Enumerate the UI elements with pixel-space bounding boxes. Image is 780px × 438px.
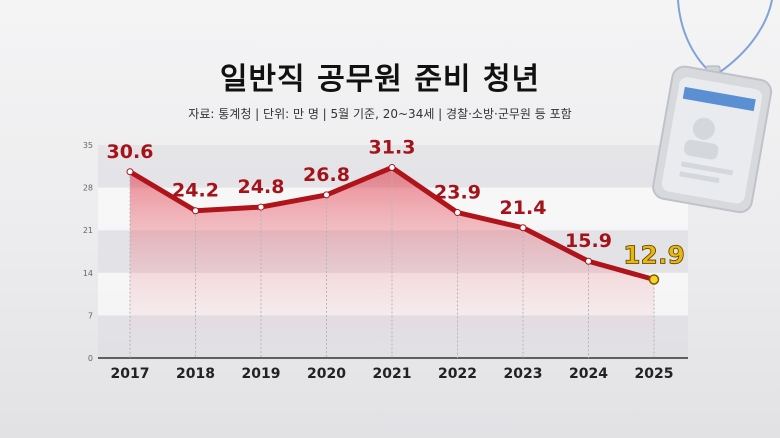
x-tick-label: 2018 — [176, 366, 215, 382]
x-tick-label: 2021 — [373, 366, 412, 382]
data-points — [126, 164, 660, 285]
data-point — [585, 257, 592, 265]
data-point — [192, 207, 199, 215]
y-tick-label: 14 — [83, 269, 93, 278]
data-label: 15.9 — [565, 230, 612, 252]
data-point — [519, 224, 527, 232]
y-tick-label: 0 — [88, 354, 93, 363]
y-tick-label: 28 — [83, 184, 93, 193]
drop-lines — [129, 167, 655, 358]
x-tick-label: 2019 — [242, 366, 281, 382]
chart-source-note: 자료: 통계청 | 단위: 만 명 | 5월 기준, 20~34세 | 경찰·소… — [188, 107, 572, 121]
data-point — [126, 168, 134, 176]
y-tick-label: 21 — [83, 226, 93, 235]
data-label: 30.6 — [107, 141, 154, 163]
data-point — [648, 274, 660, 285]
id-badge-illustration — [652, 0, 773, 214]
data-label: 31.3 — [369, 137, 416, 159]
data-label: 26.8 — [303, 164, 350, 186]
y-tick-label: 7 — [88, 311, 93, 320]
data-label: 12.9 — [623, 240, 685, 269]
data-point — [257, 203, 265, 211]
data-labels: 30.6 24.2 24.8 26.8 31.3 23.9 21.4 15.9 12.9 — [107, 137, 686, 270]
x-tick-label: 2020 — [307, 366, 346, 382]
data-point — [388, 164, 396, 172]
x-tick-label: 2024 — [569, 366, 608, 382]
x-tick-label: 2022 — [438, 366, 477, 382]
data-point — [323, 191, 330, 199]
data-label: 23.9 — [434, 182, 481, 204]
y-tick-label: 35 — [83, 141, 93, 150]
x-tick-label: 2025 — [635, 366, 674, 382]
chart-title: 일반직 공무원 준비 청년 — [219, 62, 541, 97]
data-label: 24.8 — [238, 176, 285, 198]
x-tick-label: 2017 — [111, 366, 150, 382]
x-tick-label: 2023 — [504, 366, 543, 382]
data-label: 21.4 — [500, 197, 547, 219]
data-point — [454, 209, 461, 217]
x-axis: 2017 2018 2019 2020 2021 2022 2023 2024 2025 — [111, 366, 674, 382]
data-label: 24.2 — [172, 180, 219, 202]
